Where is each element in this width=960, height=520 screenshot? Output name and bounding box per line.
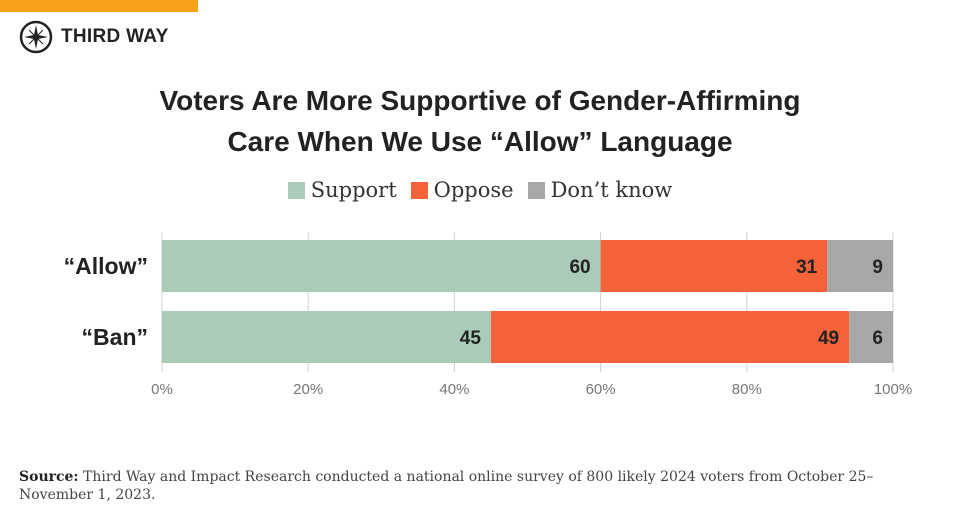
x-tick-label: 60% [586,381,616,398]
legend-item-support: Support [287,178,397,202]
title-line-1: Voters Are More Supportive of Gender-Aff… [159,85,801,116]
bar-segment [490,311,850,363]
bar-segment [849,311,893,363]
bar-segment [162,311,491,363]
x-tick-label: 20% [293,381,323,398]
data-label: 45 [460,328,482,349]
chart-title: Voters Are More Supportive of Gender-Aff… [0,80,960,162]
brand-accent-bar [0,0,198,12]
data-label: 60 [569,257,590,278]
x-tick-label: 0% [151,381,173,398]
legend-label: Don’t know [550,178,673,202]
brand-name: THIRD WAY [61,26,169,47]
legend-swatch [410,181,428,199]
data-label: 31 [796,257,818,278]
legend-label: Support [310,178,397,202]
source-note: Source: Third Way and Impact Research co… [19,468,919,504]
legend: Support Oppose Don’t know [0,178,960,202]
category-label: “Allow” [64,253,148,279]
legend-swatch [527,181,545,199]
data-label: 6 [872,328,883,349]
data-label: 49 [818,328,839,349]
bar-segment [827,240,893,292]
x-tick-label: 100% [874,381,912,398]
bar-segment [600,240,828,292]
compass-icon [19,20,53,54]
legend-swatch [287,181,305,199]
title-line-2: Care When We Use “Allow” Language [227,126,733,157]
bar-segment [162,240,601,292]
legend-label: Oppose [433,178,514,202]
data-label: 9 [872,257,883,278]
source-label: Source: [19,469,79,485]
source-text: Third Way and Impact Research conducted … [19,469,874,503]
third-way-logo: THIRD WAY [19,20,169,54]
legend-item-dont-know: Don’t know [527,178,673,202]
x-tick-label: 40% [439,381,469,398]
category-label: “Ban” [82,324,148,350]
legend-item-oppose: Oppose [410,178,514,202]
x-tick-label: 80% [732,381,762,398]
